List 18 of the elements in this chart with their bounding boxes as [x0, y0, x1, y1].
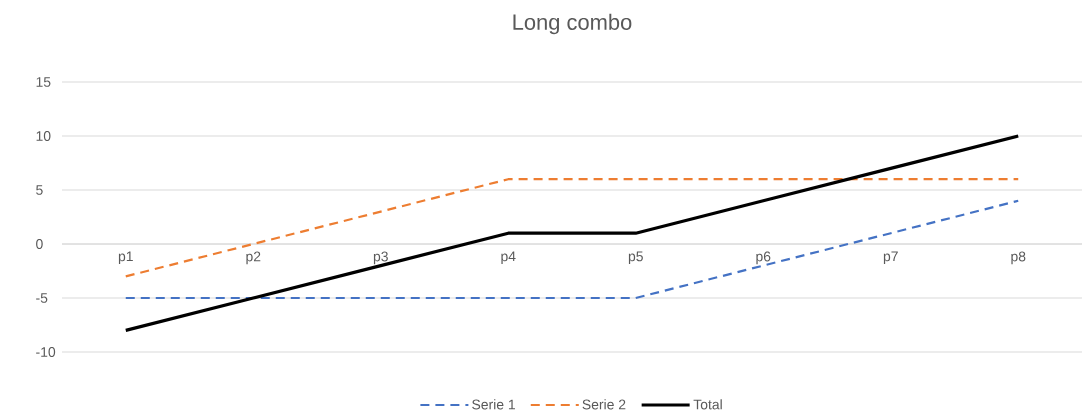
- y-tick-label: 15: [36, 77, 51, 87]
- legend-label: Serie 2: [582, 399, 626, 410]
- x-tick-label: p4: [501, 251, 516, 265]
- y-tick-label: -5: [36, 293, 48, 303]
- x-tick-label: p8: [1011, 251, 1026, 265]
- x-tick-label: p6: [756, 251, 771, 265]
- x-tick-label: p7: [883, 251, 898, 265]
- chart-title: Long combo: [513, 13, 632, 35]
- legend-label: Total: [693, 399, 722, 410]
- x-tick-label: p1: [118, 251, 133, 265]
- y-tick-label: 10: [36, 131, 51, 142]
- x-tick-label: p2: [246, 251, 261, 265]
- x-tick-label: p5: [628, 251, 643, 265]
- x-tick-label: p3: [373, 251, 388, 265]
- legend-label: Serie 1: [472, 399, 515, 410]
- y-tick-label: 5: [36, 185, 43, 195]
- y-tick-label: -10: [36, 347, 56, 358]
- y-tick-label: 0: [36, 239, 43, 250]
